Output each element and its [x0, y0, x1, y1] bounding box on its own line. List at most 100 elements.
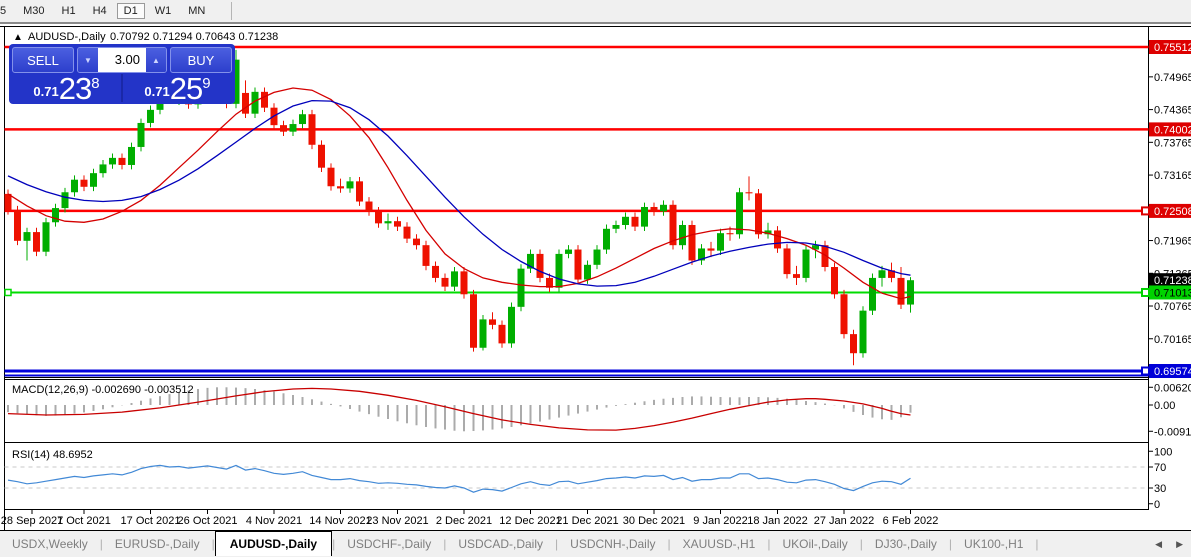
candle [242, 92, 249, 114]
tab-divider: | [555, 537, 559, 551]
macd-tick-label: 0.006201 [1154, 382, 1191, 394]
tab-scroll-left-icon[interactable]: ◀ [1155, 539, 1163, 549]
date-label: 17 Oct 2021 [121, 515, 181, 527]
candle [99, 164, 107, 174]
chart-tab-ukoil[interactable]: UKOil-,Daily [782, 537, 848, 551]
price-tag-label: 0.72508 [1154, 206, 1191, 218]
one-click-trading-panel: SELL ▼ 3.00 ▲ BUY 0.71 23 8 0.71 25 9 [9, 44, 235, 104]
candle [384, 221, 392, 224]
candle [346, 181, 354, 189]
candle [441, 277, 449, 287]
candle [261, 91, 268, 108]
candle [850, 334, 857, 354]
candle [356, 181, 363, 202]
date-label: 2 Dec 2021 [436, 515, 492, 527]
price-tag-label: 0.71013 [1154, 287, 1191, 299]
timeframe-button-d1[interactable]: D1 [116, 3, 145, 19]
price-tick-label: 0.70165 [1154, 334, 1191, 346]
candle [432, 265, 439, 278]
chart-tab-usdcad[interactable]: USDCAD-,Daily [458, 537, 544, 551]
sell-price[interactable]: 0.71 23 8 [12, 73, 123, 104]
hline-right-handle[interactable] [1141, 206, 1150, 216]
price-tag [1149, 364, 1191, 379]
chevron-down-icon: ▼ [84, 55, 92, 65]
candle [118, 157, 126, 165]
candle [365, 201, 373, 212]
rsi-tick-label: 70 [1154, 462, 1166, 474]
buy-price-prefix: 0.71 [144, 84, 170, 99]
buy-button[interactable]: BUY [170, 47, 232, 73]
chart-tab-dj30[interactable]: DJ30-,Daily [874, 537, 937, 551]
buy-price[interactable]: 0.71 25 9 [123, 73, 232, 104]
macd-tick-label: -0.009197 [1154, 426, 1191, 438]
candle [375, 211, 382, 224]
candle [23, 232, 31, 241]
date-label: 12 Dec 2021 [499, 515, 561, 527]
price-tick-label: 0.70765 [1154, 301, 1191, 313]
volume-input[interactable]: 3.00 [98, 48, 146, 72]
candle [4, 193, 12, 211]
tab-scroll-right-icon[interactable]: ▶ [1176, 539, 1183, 549]
timeframe-button-m30[interactable]: M30 [23, 5, 45, 17]
candle [831, 267, 838, 295]
chart-tab-eurusd[interactable]: EURUSD-,Daily [114, 537, 200, 551]
candle [764, 230, 772, 235]
ma-slow-line [7, 99, 911, 287]
candle [508, 306, 515, 344]
candle [327, 167, 335, 187]
sell-price-prefix: 0.71 [33, 84, 59, 99]
candle [337, 186, 344, 189]
price-tag-label: 0.69574 [1154, 366, 1191, 378]
hline-right-handle[interactable] [1141, 287, 1150, 297]
trade-prices-row: 0.71 23 8 0.71 25 9 [12, 73, 232, 104]
sell-button[interactable]: SELL [12, 47, 74, 73]
moving-averages [7, 87, 911, 300]
chart-title: AUDUSD-,Daily [28, 31, 106, 43]
candle [403, 226, 411, 239]
candle [479, 319, 487, 348]
candle [812, 245, 819, 250]
candle [802, 249, 810, 278]
rsi-tick-label: 100 [1154, 446, 1172, 458]
candle [793, 274, 800, 278]
timeframe-button-h4[interactable]: H4 [92, 5, 107, 17]
hline-handle[interactable] [4, 288, 12, 297]
price-tag-label: 0.71238 [1154, 275, 1191, 287]
chart-tab-xauusd[interactable]: XAUUSD-,H1 [682, 537, 756, 551]
date-label: 21 Dec 2021 [556, 515, 618, 527]
chart-tab-usdcnh[interactable]: USDCNH-,Daily [570, 537, 656, 551]
volume-increase-button[interactable]: ▲ [146, 48, 166, 72]
candle [299, 114, 306, 125]
chart-tab-usdx[interactable]: USDX,Weekly [12, 537, 88, 551]
sell-price-pip: 8 [91, 75, 100, 92]
candle [774, 230, 781, 249]
timeframe-button-h1[interactable]: H1 [61, 5, 76, 17]
candle [451, 271, 458, 287]
candle [574, 249, 582, 280]
chart-tab-usdchf[interactable]: USDCHF-,Daily [347, 537, 432, 551]
price-tag [1149, 40, 1191, 54]
candle [745, 192, 753, 194]
candle [128, 146, 135, 165]
hline-right-handle[interactable] [1141, 366, 1150, 376]
volume-decrease-button[interactable]: ▼ [78, 48, 98, 72]
chart-tab-audusd[interactable]: AUDUSD-,Daily [214, 531, 333, 556]
timeframe-button-w1[interactable]: W1 [154, 5, 172, 17]
tab-divider: | [332, 537, 336, 551]
candle [669, 204, 677, 246]
timeframe-toolbar: 5 M30 H1 H4 D1 W1 MN [0, 0, 1191, 24]
volume-stepper: ▼ 3.00 ▲ [77, 47, 167, 73]
candle [109, 157, 116, 165]
timeframe-button-5[interactable]: 5 [0, 5, 7, 17]
price-axis: 0.749650.743650.737650.731650.719650.713… [1141, 40, 1191, 511]
candle [907, 280, 914, 305]
chart-tab-uk100[interactable]: UK100-,H1 [964, 537, 1024, 551]
candle [394, 221, 401, 227]
candle [660, 204, 667, 212]
timeframe-button-mn[interactable]: MN [188, 5, 206, 17]
candle [42, 222, 50, 252]
candle [460, 271, 468, 295]
chart-collapse-triangle-icon[interactable]: ▲ [13, 32, 23, 43]
